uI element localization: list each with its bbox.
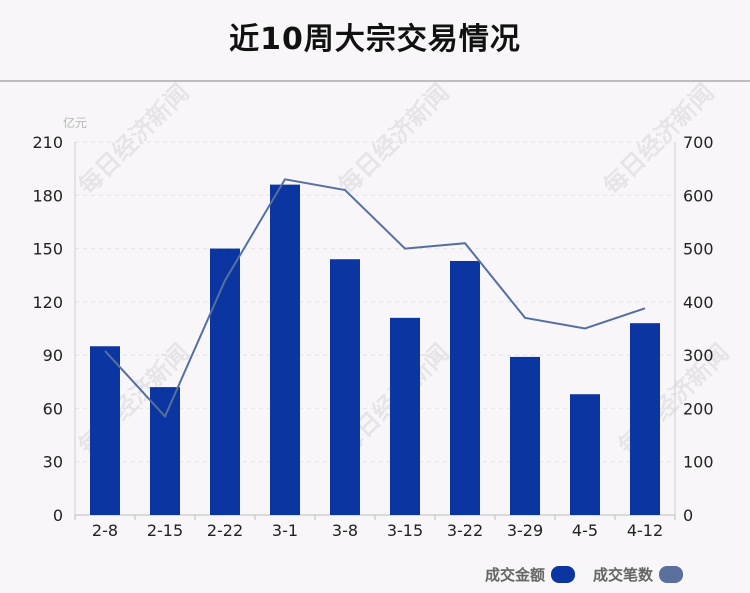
x-axis-tick-label: 3-15 <box>387 521 423 540</box>
x-axis-tick-label: 4-5 <box>572 521 598 540</box>
bar <box>510 356 540 515</box>
legend-item-count: 成交笔数 <box>593 562 684 586</box>
x-axis-tick-label: 3-29 <box>507 521 543 540</box>
left-axis-unit: 亿元 <box>63 116 88 130</box>
x-axis-tick-label: 2-15 <box>147 521 183 540</box>
bar <box>630 323 660 515</box>
left-axis-tick-label: 90 <box>43 346 63 365</box>
right-axis-tick-label: 400 <box>683 293 714 312</box>
right-axis-tick-label: 600 <box>683 186 714 205</box>
bar <box>150 387 180 515</box>
x-axis-tick-label: 2-8 <box>92 521 118 540</box>
legend-swatch-count <box>659 565 684 583</box>
series-line <box>104 178 646 419</box>
x-axis-tick-label: 4-12 <box>627 521 663 540</box>
x-axis-tick-label: 3-22 <box>447 521 483 540</box>
x-axis-tick-label: 3-1 <box>272 521 298 540</box>
right-axis-tick-label: 300 <box>683 346 714 365</box>
title-divider <box>0 80 750 82</box>
bar <box>270 184 300 515</box>
left-axis-tick-label: 60 <box>43 399 63 418</box>
right-axis-tick-label: 700 <box>683 133 714 152</box>
chart-title: 近10周大宗交易情况 <box>229 22 521 57</box>
x-axis-tick-label: 2-22 <box>207 521 243 540</box>
left-axis-tick-label: 180 <box>32 186 63 205</box>
bar <box>210 248 240 516</box>
legend-item-amount: 成交金额 <box>485 562 576 586</box>
bar <box>390 317 420 515</box>
left-axis-tick-label: 120 <box>32 293 63 312</box>
right-axis-tick-label: 0 <box>683 506 693 525</box>
x-axis-tick-label: 3-8 <box>332 521 358 540</box>
bar <box>330 259 360 515</box>
right-axis-tick-label: 500 <box>683 240 714 259</box>
bar <box>90 346 120 515</box>
legend-label-count: 成交笔数 <box>593 565 654 584</box>
bar <box>450 261 480 515</box>
left-axis-tick-label: 30 <box>43 453 63 472</box>
left-axis-tick-label: 210 <box>32 133 63 152</box>
right-axis-tick-label: 100 <box>683 453 714 472</box>
right-axis-tick-label: 200 <box>683 399 714 418</box>
left-axis-tick-label: 0 <box>53 506 63 525</box>
left-axis-tick-label: 150 <box>32 240 63 259</box>
legend-swatch-amount <box>551 565 576 583</box>
bar <box>570 394 600 515</box>
legend-label-amount: 成交金额 <box>485 565 546 584</box>
